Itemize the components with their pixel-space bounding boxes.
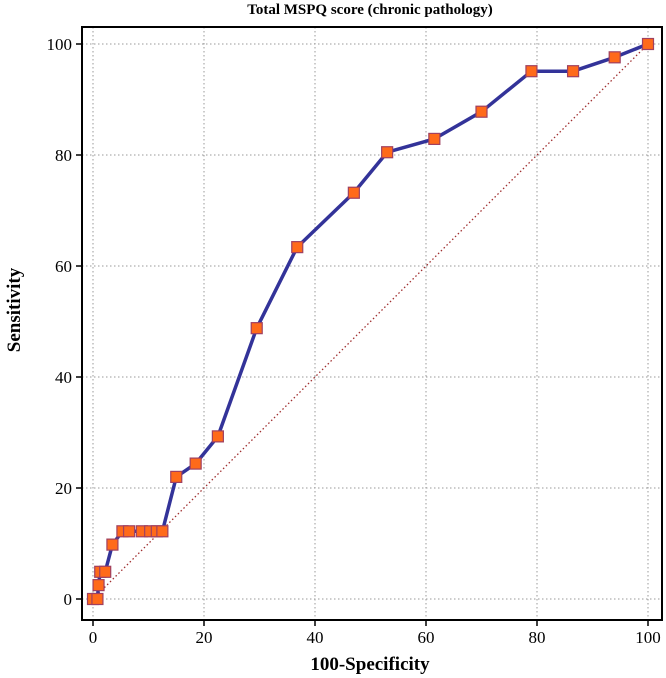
y-tick-label: 0 bbox=[64, 590, 73, 609]
y-axis-label: Sensitivity bbox=[4, 267, 25, 352]
series-group bbox=[86, 37, 655, 606]
x-tick-label: 40 bbox=[307, 628, 324, 647]
data-point-marker bbox=[91, 592, 104, 606]
data-point-marker bbox=[347, 186, 360, 199]
x-tick-label: 60 bbox=[418, 628, 435, 647]
data-point-marker bbox=[608, 51, 621, 64]
data-point-marker bbox=[475, 105, 488, 118]
y-tick-label: 20 bbox=[55, 479, 72, 498]
y-tick-label: 40 bbox=[55, 368, 72, 387]
data-point-marker bbox=[99, 565, 112, 578]
reference-line-group bbox=[92, 43, 649, 600]
x-tick-label: 20 bbox=[196, 628, 213, 647]
data-point-marker bbox=[170, 470, 183, 483]
x-tick-label: 80 bbox=[529, 628, 546, 647]
data-point-marker bbox=[525, 65, 538, 78]
data-point-marker bbox=[156, 525, 169, 538]
chart-title: Total MSPQ score (chronic pathology) bbox=[247, 2, 493, 18]
grid-lines bbox=[82, 27, 662, 620]
data-point-marker bbox=[211, 430, 224, 443]
plot-area-frame bbox=[81, 26, 663, 621]
reference-diagonal-line bbox=[92, 43, 649, 600]
axis-ticks: 0 20 40 60 80 100 0 20 40 60 80 100 bbox=[47, 35, 661, 647]
y-tick-label: 60 bbox=[55, 257, 72, 276]
data-point-marker bbox=[381, 146, 394, 159]
data-point-marker bbox=[566, 65, 580, 78]
data-point-marker bbox=[92, 579, 105, 592]
data-point-marker bbox=[106, 538, 119, 551]
y-tick-label: 100 bbox=[47, 35, 73, 54]
x-tick-label: 0 bbox=[89, 628, 98, 647]
x-axis-label: 100-Specificity bbox=[310, 654, 430, 675]
data-point-marker bbox=[641, 37, 655, 51]
data-point-marker bbox=[122, 525, 136, 538]
y-tick-label: 80 bbox=[55, 146, 72, 165]
data-point-marker bbox=[189, 457, 202, 470]
data-point-marker bbox=[291, 241, 304, 254]
data-point-marker bbox=[250, 322, 263, 335]
data-point-marker bbox=[428, 132, 441, 146]
x-tick-label: 100 bbox=[635, 628, 661, 647]
